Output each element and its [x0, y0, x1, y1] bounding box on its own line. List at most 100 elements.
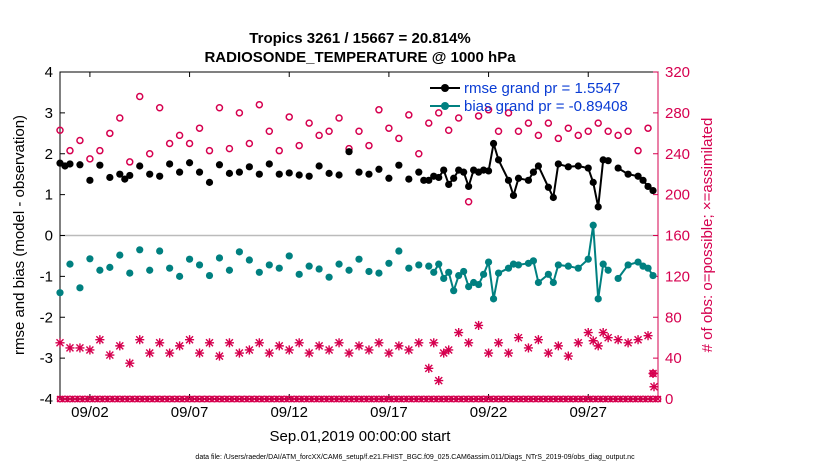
bias-point — [574, 264, 582, 272]
y-tick-label-right: 80 — [665, 309, 682, 326]
assimilated-obs-marker-zero — [240, 395, 248, 403]
bias-point — [176, 272, 184, 280]
assimilated-obs-marker — [254, 338, 264, 348]
rmse-point — [564, 163, 572, 171]
bias-point — [405, 264, 413, 272]
possible-obs-marker — [305, 119, 313, 127]
assimilated-obs-marker — [533, 335, 543, 345]
assimilated-obs-marker-zero — [265, 395, 273, 403]
bias-point — [564, 262, 572, 270]
possible-obs-marker — [375, 106, 383, 114]
assimilated-obs-marker-zero — [106, 395, 114, 403]
rmse-point — [365, 170, 373, 178]
assimilated-obs-marker-zero — [81, 395, 89, 403]
legend-marker — [441, 102, 449, 110]
rmse-point — [315, 162, 323, 170]
assimilated-obs-marker-zero — [295, 395, 303, 403]
assimilated-obs-marker-zero — [196, 395, 203, 403]
bias-point — [504, 264, 513, 272]
assimilated-obs-marker-zero — [475, 395, 483, 403]
assimilated-obs-marker — [224, 338, 234, 348]
possible-obs-marker — [96, 146, 104, 155]
rmse-point — [96, 161, 104, 169]
rmse-point — [325, 169, 333, 177]
rmse-point — [529, 168, 538, 176]
bias-point — [305, 262, 313, 270]
assimilated-obs-marker-zero — [365, 395, 373, 403]
possible-obs-marker — [116, 114, 124, 122]
assimilated-obs-marker — [125, 358, 135, 368]
assimilated-obs-marker-zero — [255, 395, 263, 403]
assimilated-obs-marker-zero — [260, 395, 268, 403]
possible-obs-marker — [275, 146, 284, 155]
bias-point — [325, 273, 333, 281]
assimilated-obs-marker-zero — [355, 395, 363, 403]
possible-obs-marker — [205, 146, 214, 155]
assimilated-obs-marker-zero — [629, 395, 637, 403]
assimilated-obs-marker — [105, 350, 115, 360]
assimilated-obs-marker-zero — [320, 395, 328, 403]
rmse-point — [176, 168, 184, 176]
assimilated-obs-marker-zero — [524, 395, 532, 403]
possible-obs-marker — [66, 146, 74, 155]
assimilated-obs-marker — [175, 341, 185, 351]
rmse-point — [195, 168, 204, 176]
possible-obs-marker — [444, 126, 453, 134]
assimilated-obs-marker — [115, 341, 125, 351]
assimilated-obs-marker — [493, 338, 504, 348]
possible-obs-marker — [604, 127, 612, 136]
possible-obs-marker — [534, 131, 543, 140]
assimilated-obs-marker-zero — [126, 395, 134, 403]
possible-obs-marker — [365, 141, 373, 150]
assimilated-obs-marker — [95, 335, 105, 345]
assimilated-obs-marker — [244, 345, 254, 355]
assimilated-obs-marker — [513, 333, 524, 343]
rmse-point — [395, 161, 403, 169]
assimilated-obs-marker-zero — [390, 395, 398, 403]
possible-obs-marker-zero — [654, 395, 662, 403]
possible-obs-marker — [285, 113, 293, 121]
bias-point — [584, 255, 592, 263]
assimilated-obs-marker — [439, 348, 449, 358]
assimilated-obs-marker-zero — [305, 395, 313, 403]
rmse-point — [66, 160, 74, 168]
bias-point — [56, 289, 64, 297]
assimilated-obs-marker-zero — [569, 395, 577, 403]
chart-title: Tropics 3261 / 15667 = 20.814% — [249, 30, 470, 47]
x-axis-label: Sep.01,2019 00:00:00 start — [270, 428, 452, 445]
assimilated-obs-marker-zero — [410, 395, 418, 403]
bias-point — [225, 266, 234, 274]
assimilated-obs-marker — [394, 341, 404, 351]
assimilated-obs-marker — [194, 348, 205, 358]
bias-point — [156, 247, 164, 255]
possible-obs-marker — [76, 136, 84, 145]
assimilated-obs-marker — [284, 345, 294, 355]
possible-obs-marker — [255, 100, 264, 109]
y-tick-label-left: -1 — [40, 268, 53, 285]
assimilated-obs-marker-zero — [96, 395, 104, 403]
assimilated-obs-marker-zero — [350, 395, 358, 403]
assimilated-obs-marker-zero — [639, 395, 647, 403]
rmse-point — [639, 176, 647, 184]
assimilated-obs-marker-zero — [440, 395, 448, 403]
assimilated-obs-marker-zero — [574, 395, 582, 403]
assimilated-obs-marker — [503, 348, 514, 358]
bias-point — [440, 274, 448, 283]
assimilated-obs-marker — [623, 338, 633, 348]
assimilated-obs-marker-zero — [544, 395, 552, 403]
assimilated-obs-marker — [234, 348, 244, 358]
assimilated-obs-marker-zero — [56, 395, 64, 403]
possible-obs-marker — [315, 131, 323, 140]
rmse-point — [554, 160, 562, 168]
assimilated-obs-marker-zero — [654, 395, 662, 403]
possible-obs-marker — [235, 109, 244, 117]
x-tick-label: 09/07 — [171, 404, 209, 421]
assimilated-obs-marker-zero — [539, 395, 547, 403]
rmse-point — [355, 168, 363, 176]
rmse-point — [544, 183, 552, 191]
bias-point — [465, 282, 473, 291]
assimilated-obs-marker-zero — [554, 395, 562, 403]
bias-point — [435, 260, 443, 268]
assimilated-obs-marker-zero — [510, 395, 517, 403]
assimilated-obs-marker-zero — [420, 395, 428, 403]
